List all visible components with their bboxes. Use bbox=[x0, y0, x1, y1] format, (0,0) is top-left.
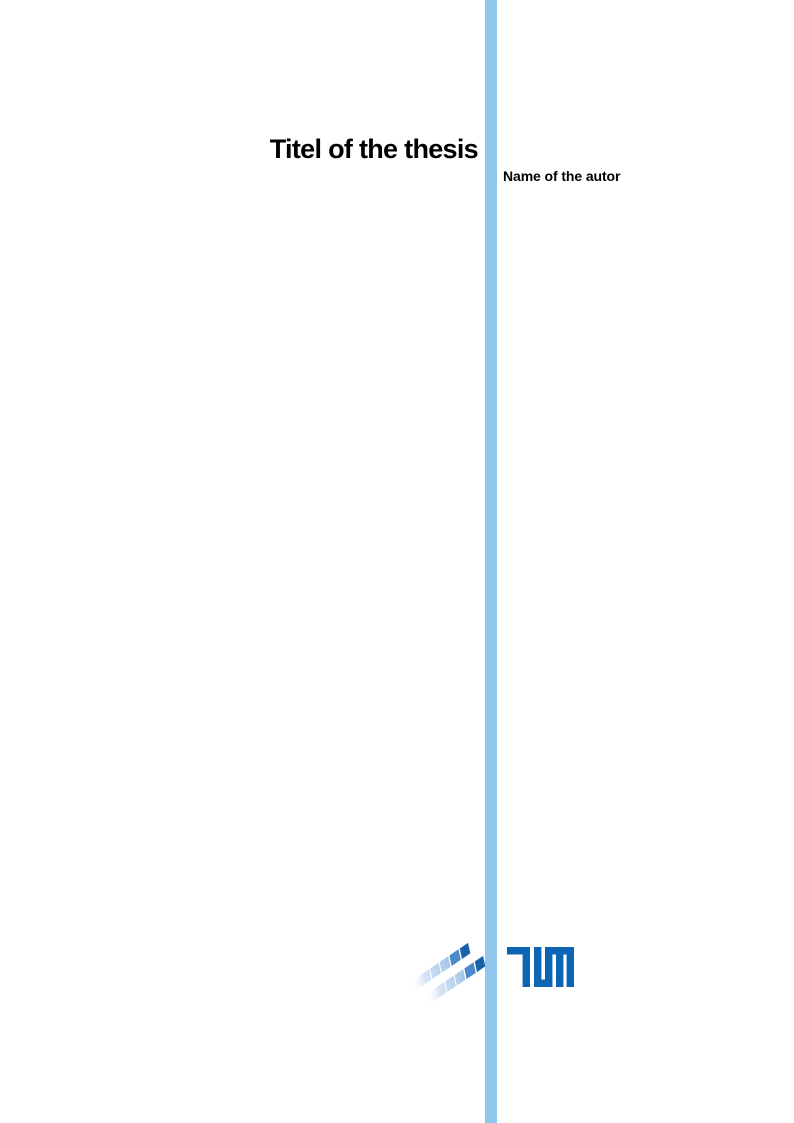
accent-stripe bbox=[485, 0, 497, 1123]
thesis-title: Titel of the thesis bbox=[269, 134, 479, 164]
department-diagonal-bars-logo-icon bbox=[410, 942, 486, 1006]
author-name: Name of the autor bbox=[503, 168, 621, 184]
tum-logo-icon bbox=[507, 947, 574, 987]
